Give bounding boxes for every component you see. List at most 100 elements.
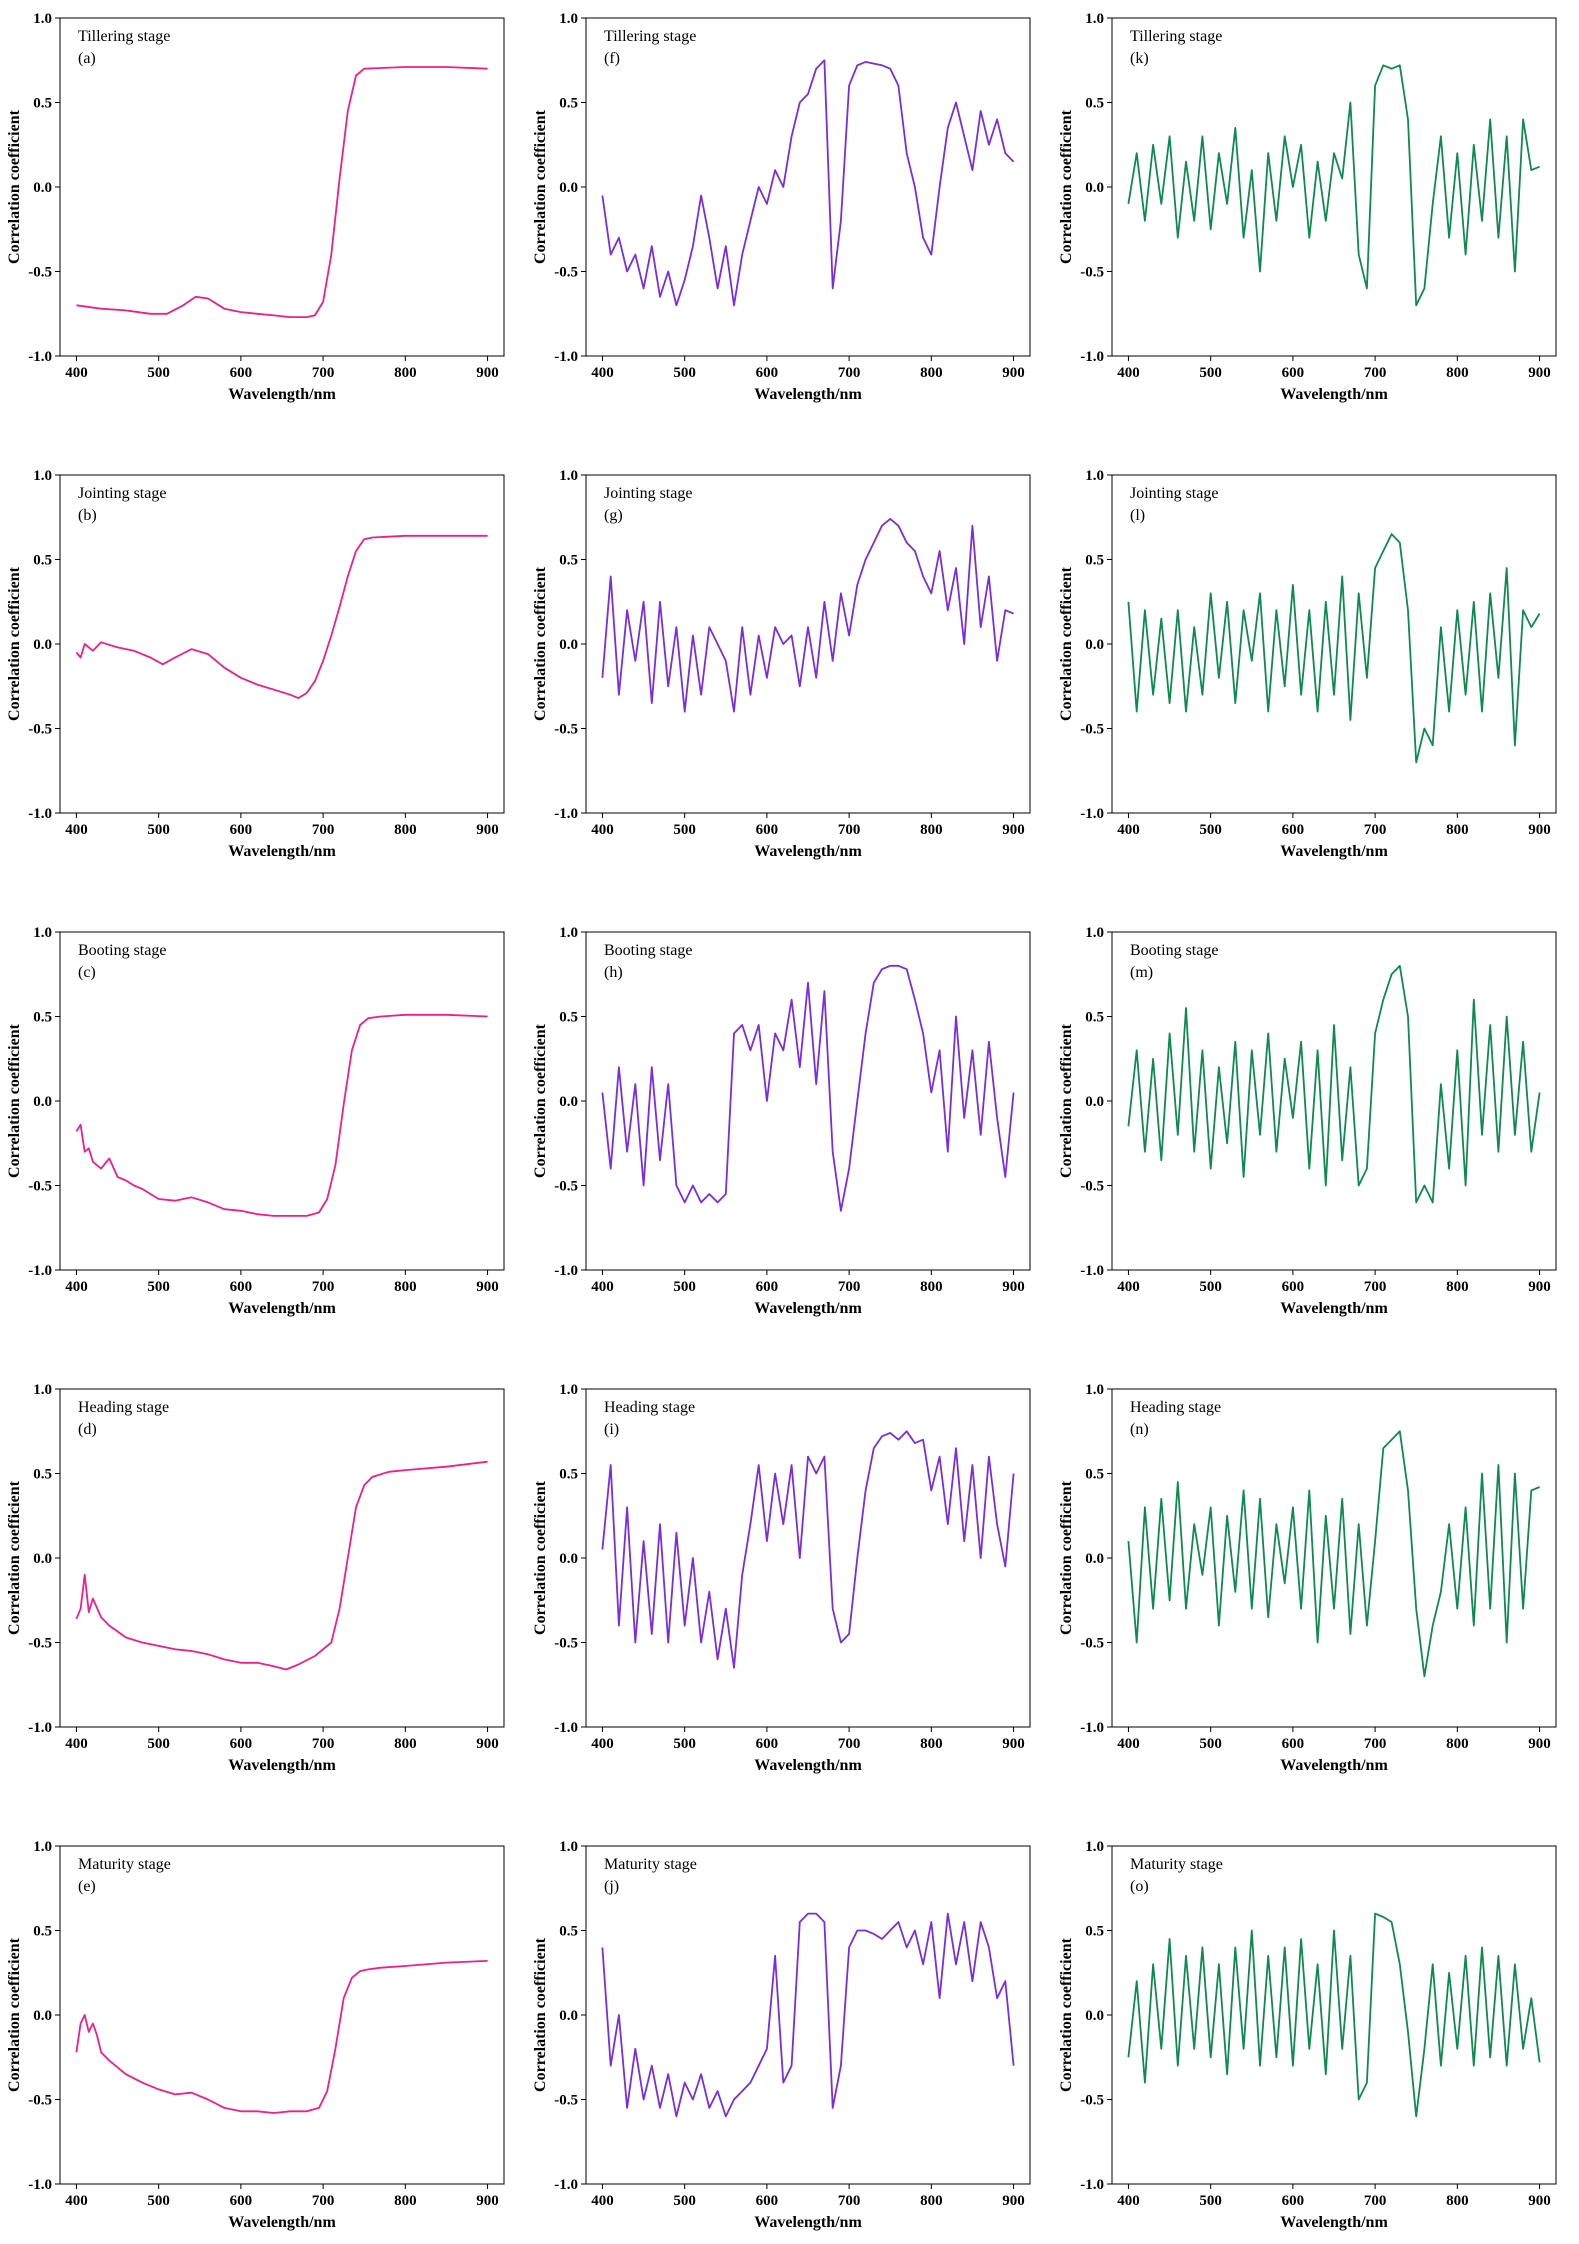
x-tick-label: 400 [1117,2193,1140,2209]
y-tick-label: 0.0 [559,2008,578,2024]
x-tick-label: 400 [1117,822,1140,838]
x-tick-label: 700 [838,1279,861,1295]
y-axis-title: Correlation coefficient [6,1937,23,2092]
y-tick-label: -0.5 [554,2093,578,2109]
x-tick-label: 800 [394,822,417,838]
y-tick-label: 0.5 [1085,1467,1104,1483]
y-tick-label: -0.5 [28,265,52,281]
y-tick-label: 0.5 [1085,1924,1104,1940]
y-tick-label: -1.0 [28,1720,52,1736]
x-tick-label: 400 [65,1279,88,1295]
y-tick-label: 1.0 [33,468,52,484]
chart-panel: 400 500 600 700 800 900 -1.0 -0.5 0.0 0.5 1.0 Wavel… [532,1382,1031,1774]
y-tick-label: 0.5 [33,1467,52,1483]
y-tick-label: -0.5 [1080,265,1104,281]
series-line [1127,1430,1540,1678]
series-line [601,1430,1015,1669]
series-line [75,1460,488,1671]
x-tick-label: 800 [920,365,943,381]
chart-panel: 400 500 600 700 800 900 -1.0 -0.5 0.0 0.5 1.0 Wavel… [1058,1839,1557,2231]
y-tick-label: 0.5 [559,1010,578,1026]
y-tick-label: 1.0 [33,1382,52,1398]
panel-stage-label: Jointing stage [78,485,166,502]
plot-frame [59,1388,505,1728]
x-tick-label: 900 [476,2193,499,2209]
y-axis-title: Correlation coefficient [532,1480,549,1635]
plot-frame [59,931,505,1271]
series-line [75,1960,488,2114]
y-tick-label: -1.0 [28,1263,52,1279]
x-tick-label: 600 [1282,365,1305,381]
plot-frame [1111,474,1557,814]
x-tick-label: 700 [312,1736,335,1752]
y-tick-label: 0.5 [1085,96,1104,112]
x-tick-label: 400 [591,365,614,381]
y-tick-label: 0.0 [1085,1551,1104,1567]
chart-panel: 400 500 600 700 800 900 -1.0 -0.5 0.0 0.5 1.0 Wavel… [1058,925,1557,1317]
x-tick-label: 700 [838,365,861,381]
panel-letter-label: (e) [78,1878,96,1895]
panel-stage-label: Booting stage [604,942,692,959]
x-axis-title: Wavelength/nm [754,1757,862,1774]
chart-panel: 400 500 600 700 800 900 -1.0 -0.5 0.0 0.5 1.0 Wavel… [6,925,505,1317]
chart-panel: 400 500 600 700 800 900 -1.0 -0.5 0.0 0.5 1.0 Wavel… [6,11,505,403]
x-tick-label: 600 [1282,2193,1305,2209]
panel-letter-label: (f) [604,50,620,67]
x-axis-title: Wavelength/nm [1280,1300,1388,1317]
x-tick-label: 600 [230,1279,253,1295]
series-line [1127,64,1540,307]
x-tick-label: 500 [147,1736,170,1752]
x-tick-label: 400 [1117,365,1140,381]
x-tick-label: 800 [1446,1736,1469,1752]
x-tick-label: 900 [1528,1736,1551,1752]
y-tick-label: 0.0 [33,637,52,653]
x-tick-label: 700 [312,2193,335,2209]
x-tick-label: 800 [920,2193,943,2209]
panel-letter-label: (l) [1130,507,1145,524]
y-tick-label: 0.0 [559,637,578,653]
x-tick-label: 900 [1002,1279,1025,1295]
y-tick-label: 0.5 [33,1010,52,1026]
panel-stage-label: Maturity stage [1130,1856,1223,1873]
y-tick-label: -0.5 [1080,1636,1104,1652]
x-tick-label: 400 [1117,1736,1140,1752]
panel-stage-label: Maturity stage [604,1856,697,1873]
x-tick-label: 900 [1002,365,1025,381]
panel-stage-label: Heading stage [1130,1399,1221,1416]
x-axis-title: Wavelength/nm [754,1300,862,1317]
y-tick-label: -1.0 [28,2177,52,2193]
y-axis-title: Correlation coefficient [1058,566,1075,721]
y-tick-label: 1.0 [1085,925,1104,941]
x-tick-label: 900 [1002,1736,1025,1752]
y-tick-label: -0.5 [554,265,578,281]
panel-letter-label: (b) [78,507,97,524]
chart-panel: 400 500 600 700 800 900 -1.0 -0.5 0.0 0.5 1.0 Wavel… [6,468,505,860]
y-tick-label: 0.0 [33,2008,52,2024]
plot-frame [1111,931,1557,1271]
panel-letter-label: (h) [604,964,623,981]
x-tick-label: 900 [1002,822,1025,838]
x-tick-label: 800 [394,365,417,381]
y-tick-label: 0.0 [559,1551,578,1567]
x-tick-label: 500 [1199,822,1222,838]
y-tick-label: -1.0 [554,2177,578,2193]
plot-frame [1111,1388,1557,1728]
x-axis-title: Wavelength/nm [754,843,862,860]
x-tick-label: 700 [838,2193,861,2209]
x-tick-label: 500 [1199,1736,1222,1752]
y-tick-label: -1.0 [1080,1263,1104,1279]
x-tick-label: 900 [1002,2193,1025,2209]
y-tick-label: -1.0 [554,349,578,365]
plot-frame [1111,17,1557,357]
x-tick-label: 400 [591,1736,614,1752]
x-tick-label: 600 [756,1279,779,1295]
x-axis-title: Wavelength/nm [228,1300,336,1317]
plot-frame [59,1845,505,2185]
x-tick-label: 400 [65,1736,88,1752]
x-tick-label: 500 [1199,365,1222,381]
y-tick-label: 0.5 [33,553,52,569]
x-tick-label: 800 [920,1736,943,1752]
y-tick-label: 1.0 [1085,1839,1104,1855]
x-tick-label: 800 [1446,1279,1469,1295]
